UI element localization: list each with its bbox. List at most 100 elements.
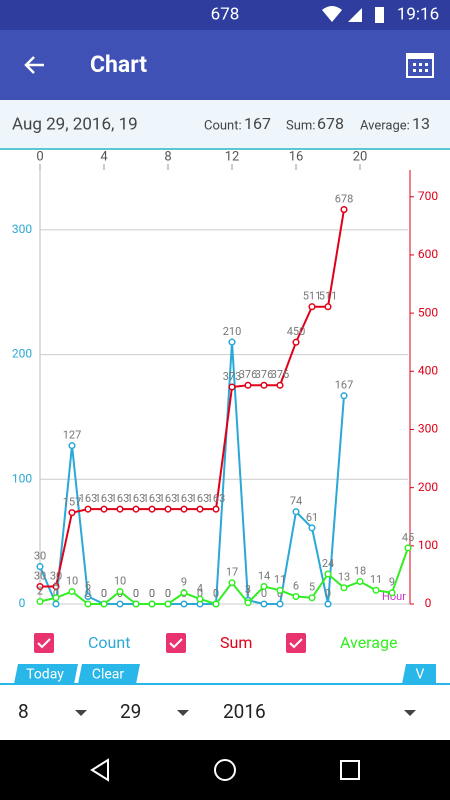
data-label: 0 [261, 587, 267, 600]
data-label: 163 [111, 492, 130, 505]
status-time: 19:16 [397, 4, 439, 24]
data-point [244, 599, 252, 607]
back-button[interactable] [24, 56, 44, 74]
data-label: 678 [335, 192, 354, 205]
v-label: V [416, 667, 425, 683]
data-point [164, 505, 172, 513]
battery-icon [375, 7, 384, 23]
data-point [116, 505, 124, 513]
data-point [292, 592, 300, 601]
data-label: 0 [213, 587, 219, 600]
data-label: 210 [223, 325, 242, 338]
data-point [356, 578, 364, 586]
data-label: 163 [175, 492, 194, 505]
legend-checkbox[interactable] [34, 633, 54, 653]
nav-back[interactable] [90, 758, 109, 782]
data-label: 17 [226, 566, 238, 579]
wifi-icon [322, 6, 342, 22]
sum-label: Sum: [286, 118, 315, 133]
data-point [260, 381, 268, 389]
count-label: Count: [204, 118, 242, 133]
clear-label: Clear [92, 667, 125, 683]
average-value: 13 [412, 114, 430, 133]
legend-label: Count [88, 633, 130, 652]
data-label: 167 [335, 379, 354, 392]
data-label: 9 [181, 576, 187, 589]
today-button[interactable] [14, 664, 78, 684]
data-point [388, 589, 396, 597]
day-spinner[interactable]: 29 [120, 700, 141, 723]
data-label: 5 [309, 581, 315, 594]
app-bar [0, 30, 450, 100]
data-label: 13 [338, 571, 350, 584]
data-point [180, 600, 188, 608]
data-label: 157 [63, 496, 82, 509]
y2-tick-label: 400 [418, 363, 438, 377]
sum-value: 678 [317, 114, 344, 133]
data-label: 0 [165, 587, 171, 600]
x-tick-label: 12 [225, 149, 240, 164]
data-point [324, 600, 332, 608]
data-label: 9 [389, 576, 395, 589]
data-point [260, 600, 268, 608]
data-point [68, 442, 76, 450]
date-picker [0, 686, 450, 740]
data-point [52, 594, 60, 602]
data-label: 163 [159, 492, 178, 505]
data-point [148, 505, 156, 513]
data-point [212, 600, 220, 608]
data-label: 45 [402, 531, 414, 544]
data-label: 0 [101, 587, 107, 600]
data-point [228, 579, 236, 587]
data-point [228, 338, 236, 346]
data-label: 6 [293, 579, 299, 592]
data-point [132, 600, 140, 608]
data-point [148, 600, 156, 608]
v-button[interactable] [402, 664, 436, 684]
data-point [36, 563, 44, 571]
legend-checkbox[interactable] [166, 633, 186, 653]
data-point [68, 587, 76, 596]
data-label: 0 [53, 587, 59, 600]
data-point [244, 381, 252, 389]
nav-recent[interactable] [340, 760, 360, 780]
y-tick-label: 0 [19, 596, 26, 610]
data-point [308, 524, 316, 532]
data-point [404, 544, 412, 552]
data-point [84, 592, 92, 601]
data-label: 373 [223, 370, 242, 383]
data-label: 376 [255, 368, 274, 381]
calendar-button[interactable] [406, 53, 434, 78]
legend-checkbox[interactable] [286, 633, 306, 653]
data-point [196, 505, 204, 513]
year-spinner[interactable]: 2016 [223, 700, 266, 723]
data-point [212, 505, 220, 513]
data-point [324, 303, 332, 311]
data-label: 0 [149, 587, 155, 600]
data-label: 511 [319, 290, 338, 303]
data-point [260, 582, 268, 591]
month-spinner[interactable]: 8 [18, 700, 29, 723]
data-label: 163 [143, 492, 162, 505]
data-label: 163 [79, 492, 98, 505]
legend-label: Sum [220, 633, 252, 652]
data-label: 127 [63, 429, 82, 442]
data-label: 30 [34, 549, 46, 562]
data-label: 163 [127, 492, 146, 505]
legend-label: Average [340, 633, 397, 652]
data-point [228, 383, 236, 391]
month-arrow [75, 710, 87, 716]
data-point [132, 505, 140, 513]
data-label: 376 [271, 368, 290, 381]
data-label: 0 [101, 587, 107, 600]
check-mark [289, 638, 303, 649]
status-title: 678 [211, 4, 240, 24]
nav-home[interactable] [214, 759, 236, 781]
app-title: Chart [90, 51, 147, 78]
data-label: 18 [354, 564, 366, 577]
data-point [292, 508, 300, 516]
clear-button[interactable] [78, 664, 140, 684]
data-label: 0 [133, 587, 139, 600]
